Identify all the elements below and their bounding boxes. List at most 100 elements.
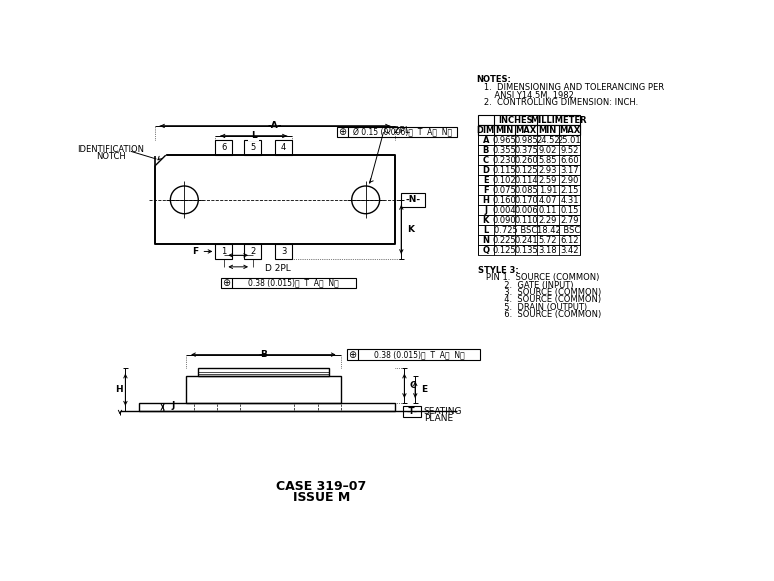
Bar — [478, 235, 580, 245]
Text: 0.160: 0.160 — [492, 196, 516, 205]
Text: ISSUE M: ISSUE M — [293, 490, 350, 504]
Bar — [478, 205, 580, 215]
Text: 0.170: 0.170 — [514, 196, 538, 205]
Text: 0.11: 0.11 — [539, 206, 557, 215]
Text: -A-: -A- — [268, 121, 283, 130]
Text: PIN 1.  SOURCE (COMMON): PIN 1. SOURCE (COMMON) — [478, 274, 599, 282]
Text: N: N — [482, 236, 489, 245]
Text: D: D — [482, 166, 489, 175]
Bar — [478, 195, 580, 205]
Bar — [139, 403, 395, 411]
Text: -N-: -N- — [406, 195, 420, 205]
Bar — [275, 140, 292, 155]
Text: MIN: MIN — [495, 125, 513, 135]
Text: 24.52: 24.52 — [536, 136, 560, 145]
Bar — [478, 215, 580, 225]
Text: 2.59: 2.59 — [539, 175, 557, 185]
Text: MIN: MIN — [539, 125, 557, 135]
Text: 0.090: 0.090 — [492, 216, 516, 225]
Text: J: J — [172, 401, 175, 410]
Bar — [478, 165, 580, 175]
Text: 0.006: 0.006 — [514, 206, 538, 215]
Text: 6: 6 — [221, 143, 227, 152]
Text: 0.110: 0.110 — [514, 216, 538, 225]
Text: E: E — [421, 385, 426, 394]
Text: CASE 319–07: CASE 319–07 — [276, 480, 367, 493]
Text: E: E — [483, 175, 488, 185]
Text: 0.241: 0.241 — [514, 236, 538, 245]
Text: INCHES: INCHES — [498, 116, 533, 125]
Text: 3.18: 3.18 — [539, 246, 557, 255]
Text: 2.90: 2.90 — [560, 175, 579, 185]
Text: C: C — [410, 381, 416, 390]
Text: DIM: DIM — [477, 125, 495, 135]
Text: 5.85: 5.85 — [539, 156, 557, 164]
Text: 0.125: 0.125 — [492, 246, 516, 255]
Text: 0.102: 0.102 — [492, 175, 516, 185]
Text: 3: 3 — [281, 247, 286, 256]
Text: 5.  DRAIN (OUTPUT): 5. DRAIN (OUTPUT) — [478, 303, 587, 311]
Text: 0.38 (0.015)Ⓜ  T  AⓂ  NⓂ: 0.38 (0.015)Ⓜ T AⓂ NⓂ — [374, 350, 464, 359]
Bar — [248, 131, 259, 141]
Text: F: F — [483, 186, 488, 195]
Text: L: L — [251, 131, 256, 141]
Text: Q 2PL: Q 2PL — [383, 126, 409, 135]
Text: 0.725 BSC: 0.725 BSC — [494, 226, 537, 235]
Text: 2.  GATE (INPUT): 2. GATE (INPUT) — [478, 281, 574, 290]
Text: 4.  SOURCE (COMMON): 4. SOURCE (COMMON) — [478, 295, 601, 304]
Text: 0.38 (0.015)Ⓜ  T  AⓂ  NⓂ: 0.38 (0.015)Ⓜ T AⓂ NⓂ — [248, 278, 339, 288]
Text: B: B — [260, 350, 267, 359]
Text: 4: 4 — [281, 143, 286, 152]
Text: 5.72: 5.72 — [539, 236, 557, 245]
Bar — [258, 350, 269, 359]
Text: 0.125: 0.125 — [514, 166, 538, 175]
Text: NOTES:: NOTES: — [477, 75, 512, 84]
Text: 4.07: 4.07 — [539, 196, 557, 205]
Text: STYLE 3:: STYLE 3: — [478, 266, 519, 275]
Text: 0.004: 0.004 — [492, 206, 516, 215]
Text: 0.260: 0.260 — [514, 156, 538, 164]
Text: H: H — [482, 196, 489, 205]
Bar — [244, 140, 261, 155]
Text: K: K — [483, 216, 489, 225]
Text: 0.15: 0.15 — [560, 206, 579, 215]
Bar — [478, 135, 580, 145]
Bar — [403, 406, 422, 417]
Text: SEATING: SEATING — [424, 407, 462, 416]
Text: 0.115: 0.115 — [492, 166, 516, 175]
Bar — [155, 155, 395, 244]
Text: 0.225: 0.225 — [492, 236, 516, 245]
Text: ANSI Y14.5M, 1982.: ANSI Y14.5M, 1982. — [477, 91, 577, 99]
Text: 2.93: 2.93 — [539, 166, 557, 175]
Text: C: C — [483, 156, 489, 164]
Bar — [478, 225, 580, 235]
Text: F: F — [192, 247, 198, 256]
Bar — [402, 193, 425, 207]
Bar — [244, 244, 261, 259]
Text: PLANE: PLANE — [424, 414, 453, 423]
Text: A: A — [482, 136, 489, 145]
Text: 0.075: 0.075 — [492, 186, 516, 195]
Text: 0.114: 0.114 — [514, 175, 538, 185]
Text: 6.  SOURCE (COMMON): 6. SOURCE (COMMON) — [478, 310, 601, 319]
Text: 0.965: 0.965 — [492, 136, 516, 145]
Text: 6.12: 6.12 — [560, 236, 579, 245]
Text: 2.  CONTROLLING DIMENSION: INCH.: 2. CONTROLLING DIMENSION: INCH. — [477, 98, 639, 107]
Text: Q: Q — [482, 246, 489, 255]
Bar — [275, 244, 292, 259]
Text: B: B — [483, 146, 489, 155]
Text: 4.31: 4.31 — [560, 196, 579, 205]
Text: H: H — [115, 385, 123, 394]
Bar — [197, 368, 329, 376]
Text: 1: 1 — [221, 247, 227, 256]
Bar — [221, 278, 356, 288]
Text: 0.230: 0.230 — [492, 156, 516, 164]
Bar — [186, 376, 341, 403]
Text: 3.  SOURCE (COMMON): 3. SOURCE (COMMON) — [478, 288, 601, 297]
Text: MAX: MAX — [515, 125, 536, 135]
Text: 0.355: 0.355 — [492, 146, 516, 155]
Text: 0.985: 0.985 — [514, 136, 538, 145]
Text: 2: 2 — [250, 247, 255, 256]
Text: J: J — [485, 206, 488, 215]
Text: 3.42: 3.42 — [560, 246, 579, 255]
